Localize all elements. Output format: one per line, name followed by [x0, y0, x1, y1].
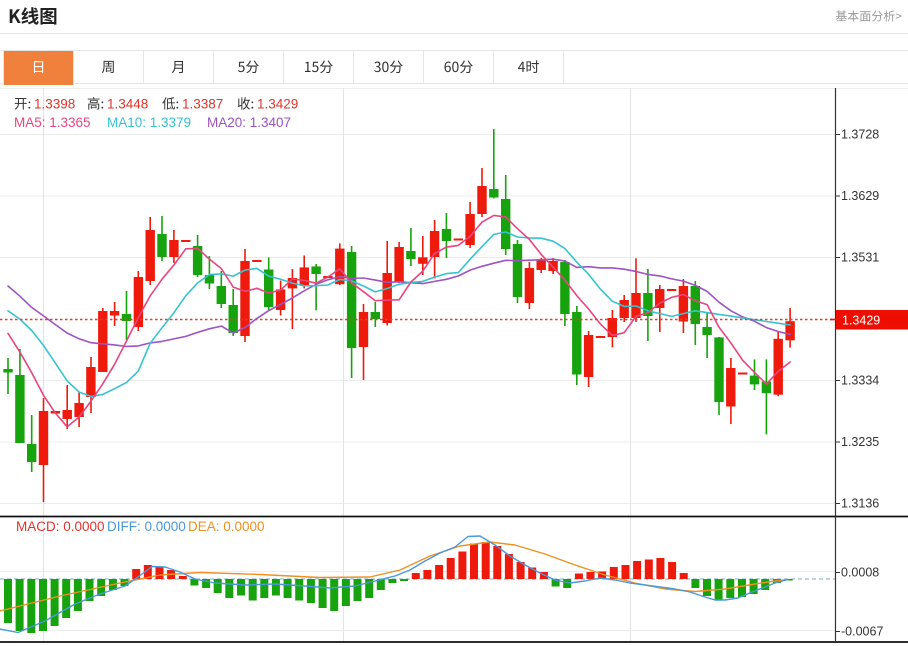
svg-text:1.3235: 1.3235: [841, 435, 879, 449]
svg-text:1.3531: 1.3531: [841, 251, 879, 265]
svg-text:1.3728: 1.3728: [841, 128, 879, 142]
svg-text:-0.0067: -0.0067: [841, 625, 883, 639]
svg-text:1.3629: 1.3629: [841, 189, 879, 203]
svg-text:1.3136: 1.3136: [841, 497, 879, 511]
svg-text:1.3334: 1.3334: [841, 374, 879, 388]
svg-text:1.3429: 1.3429: [842, 314, 880, 328]
svg-text:0.0008: 0.0008: [841, 566, 879, 580]
